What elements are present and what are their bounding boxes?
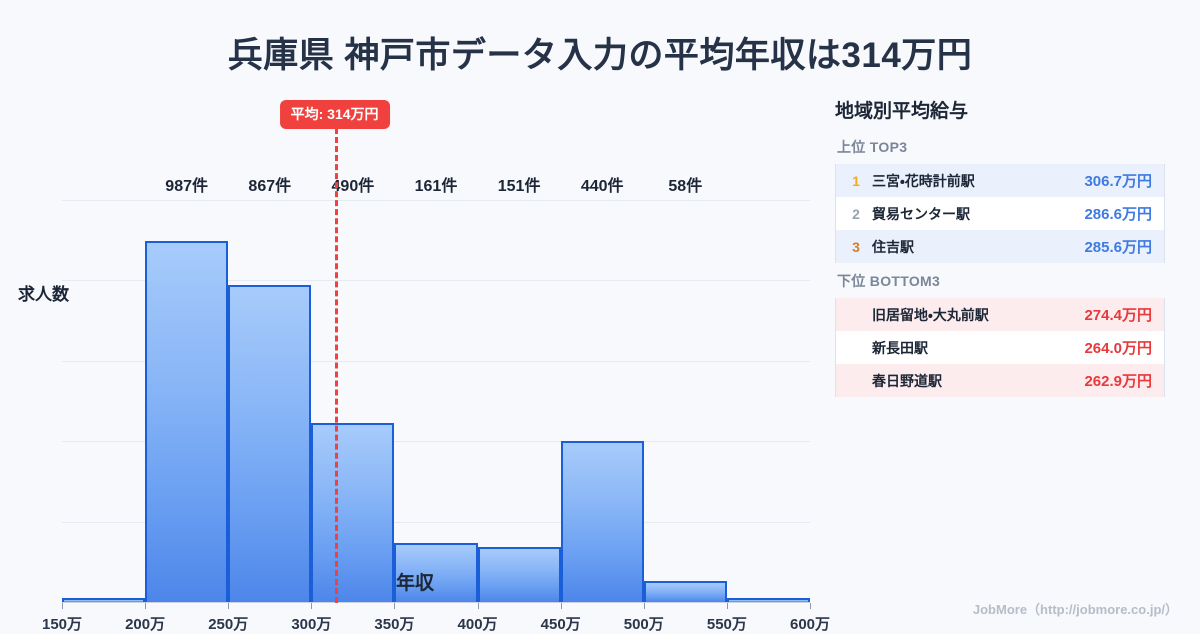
x-tick-label: 350万	[374, 616, 415, 633]
station-name: 貿易センター駅	[872, 205, 970, 222]
salary-value: 285.6万円	[1084, 239, 1152, 256]
x-tick-label: 300万	[291, 616, 332, 633]
x-tick-label: 400万	[457, 616, 498, 633]
bar: 58件	[643, 178, 727, 602]
x-tick-mark	[810, 603, 811, 609]
bar-value-label: 151件	[497, 178, 541, 195]
histogram-chart: 求人数 987件 867件 490件 161件 151件 440件 58件 150万 200万…	[0, 90, 830, 633]
x-tick-label: 250万	[208, 616, 249, 633]
x-tick-label: 500万	[623, 616, 664, 633]
bar: 440件	[560, 178, 644, 602]
bar	[62, 598, 146, 602]
bar-value-label: 161件	[414, 178, 458, 195]
bar-slot: 151件	[477, 178, 561, 602]
ranking-row[interactable]: 3 住吉駅 285.6万円	[836, 230, 1164, 263]
x-axis-title: 年収	[395, 573, 434, 594]
salary-value: 306.7万円	[1084, 173, 1152, 190]
plot-area: 987件 867件 490件 161件 151件 440件 58件 150万 200万 250万…	[42, 100, 830, 633]
gridline	[62, 521, 810, 523]
bar-slot	[726, 200, 810, 602]
salary-value: 264.0万円	[1084, 340, 1152, 357]
bar-slot: 490件	[311, 178, 395, 602]
bar-slot: 58件	[643, 178, 727, 602]
x-tick-mark	[726, 603, 728, 609]
x-tick-mark	[62, 603, 63, 609]
station-name: 三宮・花時計前駅	[872, 172, 975, 189]
bar-slot: 987件	[145, 178, 229, 602]
ranking-row[interactable]: 春日野道駅 262.9万円	[836, 364, 1164, 397]
bar: 987件	[145, 178, 229, 602]
ranking-row[interactable]: 1 三宮・花時計前駅 306.7万円	[836, 164, 1164, 197]
gridline	[62, 200, 810, 201]
x-tick-mark	[311, 603, 313, 609]
regional-salary-panel: 地域別平均給与 上位 TOP3 1 三宮・花時計前駅 306.7万円 2 貿易センター駅…	[835, 96, 1165, 405]
x-tick-label: 600万	[789, 616, 831, 633]
x-tick-mark	[560, 603, 562, 609]
average-badge: 平均: 314万円	[279, 100, 390, 129]
salary-value: 274.4万円	[1084, 307, 1152, 324]
bar-series: 987件 867件 490件 161件 151件 440件 58件	[62, 178, 810, 602]
x-tick-mark	[643, 603, 645, 609]
top-ranking-title: 上位 TOP3	[837, 139, 908, 155]
footer-watermark: JobMore（http://jobmore.co.jp/）	[972, 602, 1178, 617]
station-name: 新長田駅	[872, 339, 928, 356]
average-line	[334, 128, 338, 603]
bar-value-label: 490件	[331, 178, 375, 195]
y-axis-title: 求人数	[18, 285, 69, 304]
gridline	[62, 280, 810, 282]
rank-number: 2	[852, 205, 860, 222]
bar-value-label: 867件	[248, 178, 292, 195]
bottom-ranking-title: 下位 BOTTOM3	[837, 273, 941, 289]
gridline	[62, 360, 810, 362]
bottom-ranking-group: 下位 BOTTOM3 旧居留地・大丸前駅 274.4万円新長田駅 264.0万円春日…	[835, 271, 1165, 397]
x-tick-label: 150万	[41, 616, 83, 633]
bar-value-label: 58件	[668, 178, 703, 195]
salary-value: 286.6万円	[1084, 206, 1152, 223]
x-axis-baseline	[62, 602, 810, 603]
x-tick-mark	[145, 603, 147, 609]
bar-slot: 867件	[228, 178, 312, 602]
x-tick-mark	[228, 603, 230, 609]
bar-slot	[62, 200, 146, 602]
salary-value: 262.9万円	[1084, 373, 1152, 390]
bar: 490件	[311, 178, 395, 602]
side-panel-heading: 地域別平均給与	[835, 101, 969, 122]
x-tick-label: 200万	[125, 616, 166, 633]
ranking-row[interactable]: 2 貿易センター駅 286.6万円	[836, 197, 1164, 230]
x-tick-mark	[477, 603, 479, 609]
ranking-row[interactable]: 新長田駅 264.0万円	[836, 331, 1164, 364]
bar-slot: 161件	[394, 178, 478, 602]
bar: 161件	[394, 178, 478, 602]
bar-slot: 440件	[560, 178, 644, 602]
station-name: 住吉駅	[872, 238, 914, 255]
gridline	[62, 441, 810, 443]
bar-value-label: 440件	[580, 178, 624, 195]
bar	[726, 598, 810, 602]
page-title: 兵庫県 神戸市データ入力の平均年収は314万円	[227, 36, 973, 75]
x-tick-mark	[394, 603, 396, 609]
bar: 867件	[228, 178, 312, 602]
top-ranking-group: 上位 TOP3 1 三宮・花時計前駅 306.7万円 2 貿易センター駅 286.6万円 3…	[835, 137, 1165, 263]
ranking-row[interactable]: 旧居留地・大丸前駅 274.4万円	[836, 298, 1164, 331]
station-name: 春日野道駅	[872, 372, 942, 389]
x-tick-label: 550万	[706, 616, 747, 633]
top-ranking-table: 1 三宮・花時計前駅 306.7万円 2 貿易センター駅 286.6万円 3 住吉駅 285.6…	[835, 164, 1165, 263]
bar: 151件	[477, 178, 561, 602]
bottom-ranking-table: 旧居留地・大丸前駅 274.4万円新長田駅 264.0万円春日野道駅 262.9万円	[835, 298, 1165, 397]
bar-value-label: 987件	[165, 178, 209, 195]
station-name: 旧居留地・大丸前駅	[872, 306, 989, 323]
rank-number: 1	[852, 172, 860, 189]
x-tick-label: 450万	[540, 616, 581, 633]
x-axis-ticks: 150万 200万 250万 300万 350万 400万 450万 500万 550万 600万	[42, 603, 830, 633]
rank-number: 3	[852, 238, 860, 255]
